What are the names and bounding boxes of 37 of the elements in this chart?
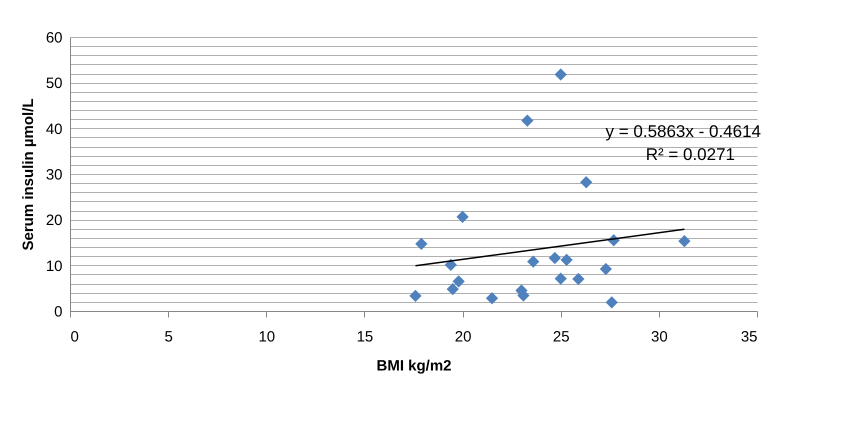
y-tick-label: 60: [46, 30, 62, 46]
y-tick-label: 50: [46, 75, 62, 92]
point: [600, 262, 612, 276]
point: [521, 114, 534, 127]
x-tick-label: 15: [356, 328, 374, 346]
x-tick-label: 35: [740, 328, 758, 346]
point: [486, 292, 498, 304]
point: [415, 238, 428, 250]
annotation: y = 0.5863x - 0.4614: [606, 122, 761, 141]
point: [554, 68, 567, 81]
point: [527, 256, 540, 268]
point: [548, 252, 561, 264]
y-tick-label: 20: [46, 212, 62, 230]
point: [409, 290, 422, 302]
point: [678, 235, 690, 248]
y-tick-label: 40: [46, 120, 62, 138]
x-tick-label: 0: [70, 328, 79, 346]
x-tick-label: 25: [552, 328, 570, 346]
point: [446, 282, 459, 296]
x-tick-label: 30: [651, 328, 668, 346]
point: [560, 254, 573, 266]
y-tick-label: 30: [46, 166, 62, 184]
point: [572, 272, 585, 286]
annotation: R² = 0.0271: [646, 145, 735, 164]
x-tick-label: 5: [164, 328, 173, 346]
point: [580, 176, 592, 188]
x-tick-label: 10: [258, 328, 276, 346]
y-tick-label: 10: [46, 258, 62, 275]
x-tick-label: 20: [454, 328, 472, 346]
y-tick-label: 0: [54, 304, 62, 320]
point: [554, 272, 567, 285]
point: [456, 210, 469, 224]
y-axis-title: Serum insulin µmol/L: [20, 98, 37, 250]
point: [444, 258, 457, 271]
x-axis-title: BMI kg/m2: [376, 358, 452, 374]
point: [606, 296, 618, 308]
point: [452, 275, 465, 288]
